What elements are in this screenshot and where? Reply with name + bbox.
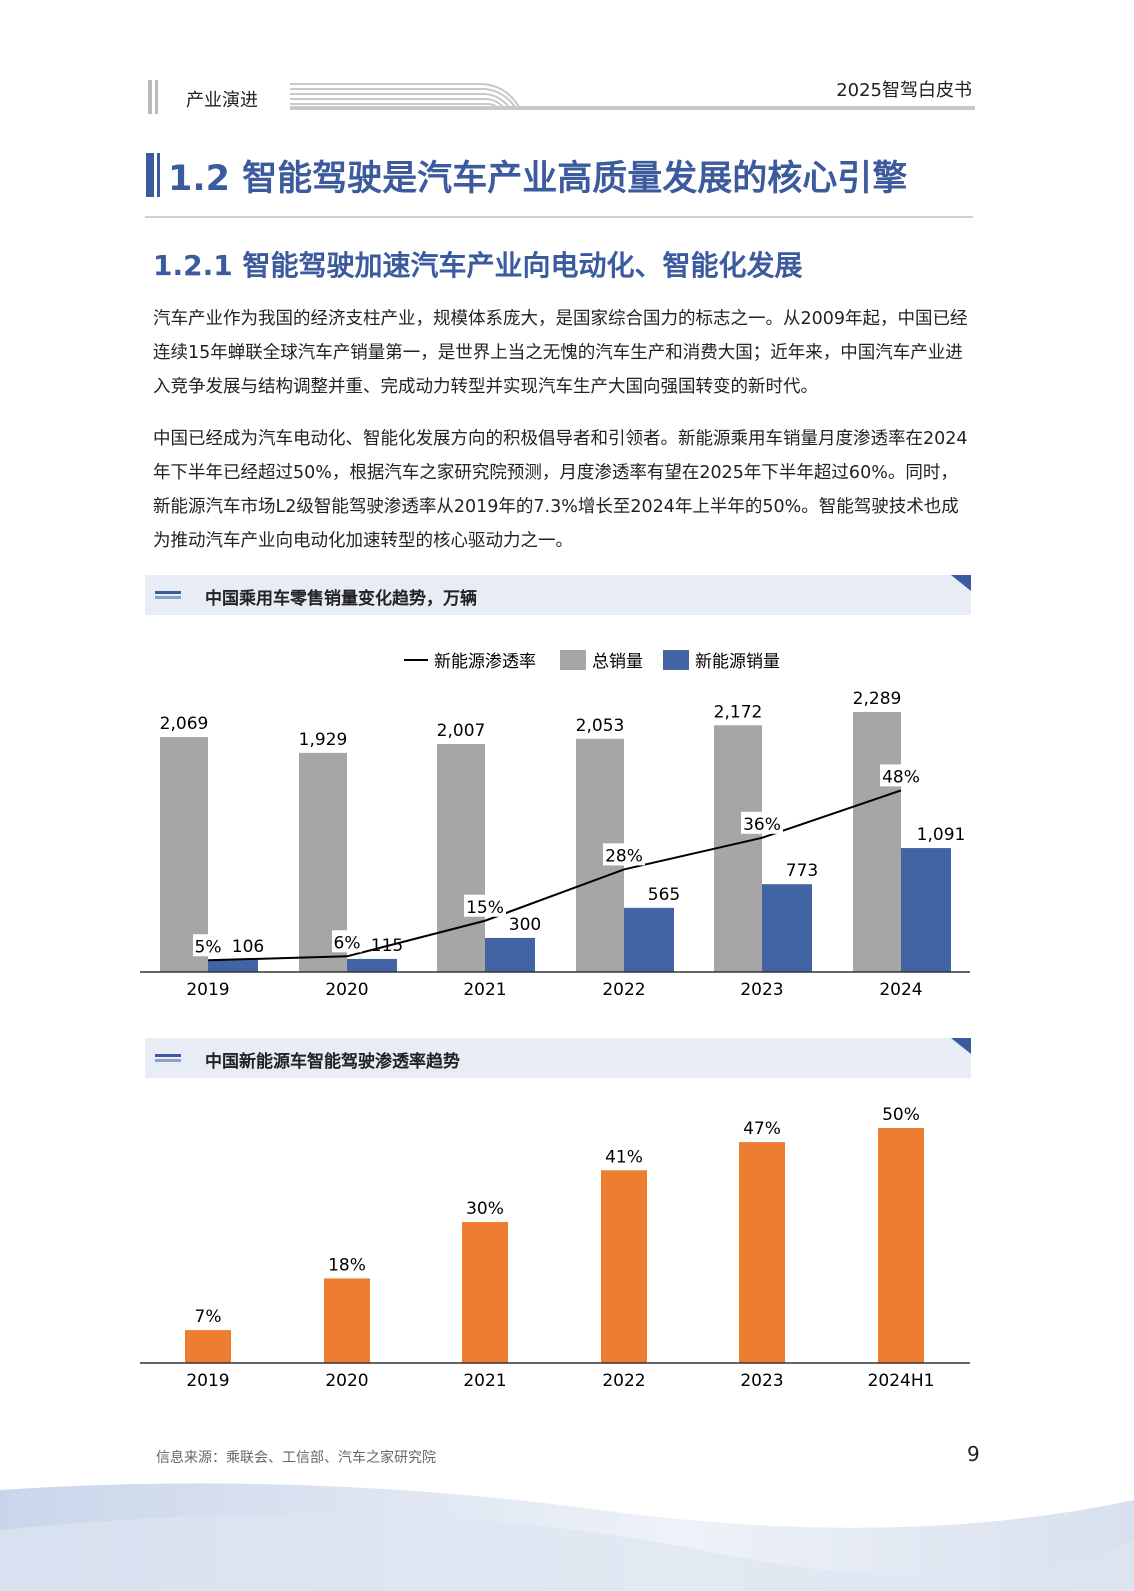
- bar-total: [714, 725, 762, 972]
- bar-penetration: [739, 1142, 785, 1363]
- label-penetration: 36%: [743, 815, 781, 835]
- bar-label: 41%: [605, 1147, 643, 1167]
- label-nev: 106: [232, 937, 264, 957]
- label-bg: [880, 764, 922, 787]
- bar-total: [853, 711, 901, 972]
- label-nev: 773: [786, 861, 818, 881]
- label-bg: [741, 811, 783, 834]
- bar-penetration: [601, 1170, 647, 1363]
- bar-nev: [347, 958, 397, 972]
- x-tick-label: 2019: [186, 1371, 229, 1391]
- heading-1: 1.2 智能驾驶是汽车产业高质量发展的核心引擎: [168, 159, 908, 199]
- source-note: 信息来源：乘联会、工信部、汽车之家研究院: [156, 1450, 436, 1466]
- x-tick-label: 2021: [463, 1371, 506, 1391]
- legend-label: 总销量: [592, 652, 643, 672]
- label-total: 1,929: [299, 730, 348, 750]
- line-penetration: [207, 789, 902, 962]
- bar-total: [437, 744, 485, 972]
- chart-2-title: 中国新能源车智能驾驶渗透率趋势: [205, 1052, 460, 1072]
- label-nev: 565: [648, 885, 680, 905]
- paragraph: 汽车产业作为我国的经济支柱产业，规模体系庞大，是国家综合国力的标志之一。从200…: [153, 309, 968, 397]
- bar-nev: [762, 884, 812, 972]
- bar-label: 18%: [328, 1255, 366, 1275]
- x-tick-label: 2024: [879, 980, 922, 1000]
- x-tick-label: 2020: [325, 980, 368, 1000]
- label-total: 2,172: [714, 702, 763, 722]
- label-bg: [603, 843, 645, 866]
- label-bg: [464, 894, 506, 917]
- header-decor: [155, 80, 158, 114]
- label-penetration: 28%: [605, 846, 643, 866]
- footer-wave: [0, 1483, 1134, 1591]
- divider: [145, 216, 973, 218]
- x-tick-label: 2020: [325, 1371, 368, 1391]
- chart-1-title-band: 中国乘用车零售销量变化趋势，万辆: [145, 575, 971, 615]
- legend-label: 新能源销量: [695, 652, 780, 672]
- label-penetration: 6%: [334, 933, 361, 953]
- label-total: 2,069: [160, 714, 209, 734]
- x-tick-label: 2022: [602, 980, 645, 1000]
- chart-2: 7% 2019 18% 2020 30% 2021 41% 2022 47% 2023 50% 202…: [140, 1105, 970, 1391]
- heading-2: 1.2.1 智能驾驶加速汽车产业向电动化、智能化发展: [153, 249, 803, 282]
- bar-label: 30%: [466, 1199, 504, 1219]
- bar-penetration: [324, 1278, 370, 1363]
- doc-title: 2025智驾白皮书: [836, 80, 972, 101]
- chart-2-title-band: 中国新能源车智能驾驶渗透率趋势: [145, 1038, 971, 1078]
- x-tick-label: 2023: [740, 1371, 783, 1391]
- legend-swatch: [663, 650, 689, 670]
- bar-nev: [901, 848, 951, 972]
- x-tick-label: 2022: [602, 1371, 645, 1391]
- x-tick-label: 2021: [463, 980, 506, 1000]
- chart-1: 新能源渗透率 总销量 新能源销量2,06910620191,92911520202,…: [140, 650, 970, 1000]
- page-number: 9: [967, 1442, 980, 1466]
- bar-penetration: [185, 1330, 231, 1363]
- label-total: 2,053: [576, 716, 625, 736]
- label-penetration: 48%: [882, 767, 920, 787]
- header-rule: [290, 106, 975, 110]
- bar-nev: [485, 937, 535, 972]
- x-tick-label: 2024H1: [868, 1371, 935, 1391]
- label-penetration: 15%: [466, 898, 504, 918]
- header-decor: [148, 80, 152, 114]
- label-bg: [193, 934, 223, 957]
- bar-total: [160, 736, 208, 972]
- label-nev: 300: [509, 915, 541, 935]
- legend-label: 新能源渗透率: [434, 652, 536, 672]
- bar-label: 7%: [195, 1307, 222, 1327]
- bar-nev: [624, 907, 674, 972]
- label-total: 2,007: [437, 721, 486, 741]
- bar-label: 47%: [743, 1119, 781, 1139]
- paragraph: 中国已经成为汽车电动化、智能化发展方向的积极倡导者和引领者。新能源乘用车销量月度…: [153, 429, 968, 551]
- heading-marker: [146, 153, 154, 197]
- header-section: 产业演进: [186, 90, 258, 111]
- label-penetration: 5%: [195, 937, 222, 957]
- x-tick-label: 2019: [186, 980, 229, 1000]
- x-tick-label: 2023: [740, 980, 783, 1000]
- bar-penetration: [462, 1222, 508, 1363]
- label-total: 2,289: [853, 689, 902, 709]
- label-nev: 1,091: [917, 825, 966, 845]
- bar-nev: [208, 959, 258, 972]
- bar-label: 50%: [882, 1105, 920, 1125]
- label-bg: [332, 930, 362, 953]
- bar-penetration: [878, 1128, 924, 1363]
- legend-swatch: [560, 650, 586, 670]
- chart-1-title: 中国乘用车零售销量变化趋势，万辆: [205, 589, 477, 609]
- heading-marker: [157, 153, 160, 197]
